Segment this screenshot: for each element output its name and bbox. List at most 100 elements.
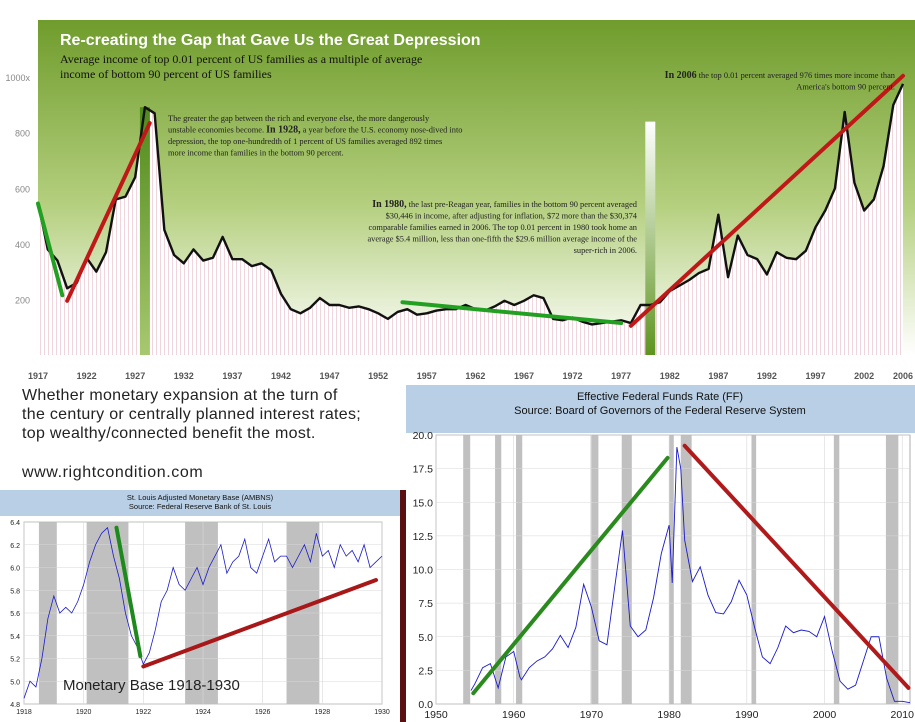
y-tick-label: 600 bbox=[15, 184, 30, 194]
chart-title: Effective Federal Funds Rate (FF) bbox=[577, 391, 743, 403]
chart-subtitle: Source: Board of Governors of the Federa… bbox=[514, 405, 806, 417]
y-tick-label: 5.0 bbox=[10, 679, 20, 686]
x-tick-label: 1922 bbox=[136, 709, 152, 716]
annotation-bold: In 1980, bbox=[372, 199, 407, 210]
y-tick-label: 12.5 bbox=[413, 531, 434, 543]
y-tick-label: 400 bbox=[15, 240, 30, 250]
x-tick-label: 1932 bbox=[174, 371, 194, 381]
y-tick-label: 7.5 bbox=[418, 598, 433, 610]
x-tick-label: 1957 bbox=[417, 371, 437, 381]
y-tick-label: 17.5 bbox=[413, 464, 434, 476]
y-tick-label: 4.8 bbox=[10, 702, 20, 709]
y-tick-label: 200 bbox=[15, 295, 30, 305]
y-tick-label: 6.4 bbox=[10, 520, 20, 527]
highlight-bar bbox=[139, 107, 150, 356]
fed-funds-rate-line bbox=[470, 447, 911, 704]
x-axis: 1917 1922 1927 1932 1937 1942 1947 1952 1957 1962… bbox=[28, 371, 913, 381]
y-tick-label: 10.0 bbox=[413, 565, 434, 577]
y-tick-label: 1000x bbox=[5, 73, 30, 83]
y-tick-label: 2.5 bbox=[418, 665, 433, 677]
annotation-1928: The greater the gap between the rich and… bbox=[168, 114, 462, 158]
y-tick-label: 5.2 bbox=[10, 657, 20, 664]
x-tick-label: 1987 bbox=[708, 371, 728, 381]
chart-subtitle: Source: Federal Reserve Bank of St. Loui… bbox=[129, 502, 271, 511]
trend-lines bbox=[36, 73, 905, 328]
y-tick-label: 6.2 bbox=[10, 543, 20, 550]
monetary-base-chart: St. Louis Adjusted Monetary Base (AMBNS)… bbox=[0, 490, 400, 722]
trend-line bbox=[471, 455, 670, 696]
x-tick-label: 1990 bbox=[735, 709, 759, 721]
website-link[interactable]: www.rightcondition.com bbox=[22, 464, 204, 481]
highlight-bar bbox=[645, 121, 656, 355]
chart-title: St. Louis Adjusted Monetary Base (AMBNS) bbox=[127, 493, 274, 502]
trend-line bbox=[628, 73, 905, 328]
trend-line bbox=[682, 443, 911, 690]
annotation-text: unstable economies become. bbox=[168, 126, 266, 135]
annotation-line: average $5.4 million, less than one-fift… bbox=[367, 235, 637, 244]
note-line: top wealthy/connected benefit the most. bbox=[22, 425, 316, 442]
y-tick-label: 5.6 bbox=[10, 611, 20, 618]
trend-line bbox=[141, 578, 379, 669]
trend-line bbox=[400, 300, 624, 326]
y-tick-label: 20.0 bbox=[413, 430, 434, 442]
x-tick-label: 1947 bbox=[320, 371, 340, 381]
annotation-bold: In 1928, bbox=[266, 125, 301, 136]
x-tick-label: 1926 bbox=[255, 709, 271, 716]
y-tick-label: 0.0 bbox=[418, 699, 433, 711]
x-tick-label: 1952 bbox=[368, 371, 388, 381]
x-tick-label: 2006 bbox=[893, 371, 913, 381]
annotation-text: the top 0.01 percent averaged 976 times … bbox=[697, 71, 896, 80]
x-tick-label: 2010 bbox=[891, 709, 915, 721]
x-tick-label: 1980 bbox=[657, 709, 681, 721]
x-tick-label: 1982 bbox=[660, 371, 680, 381]
x-tick-label: 2002 bbox=[854, 371, 874, 381]
x-tick-label: 1942 bbox=[271, 371, 291, 381]
highlight-bars bbox=[139, 107, 656, 356]
chart-title: Re-creating the Gap that Gave Us the Gre… bbox=[60, 32, 481, 49]
x-tick-label: 1917 bbox=[28, 371, 48, 381]
annotation-line: $30,446 in income, after adjusting for i… bbox=[386, 212, 638, 221]
x-tick-label: 1930 bbox=[374, 709, 390, 716]
annotation-line: The greater the gap between the rich and… bbox=[168, 114, 430, 123]
y-axis: 200 400 600 800 1000x bbox=[5, 73, 30, 305]
chart-subtitle-line2: income of bottom 90 percent of US famili… bbox=[60, 67, 272, 81]
annotation-2006: In 2006 the top 0.01 percent averaged 97… bbox=[665, 70, 896, 92]
trend-line bbox=[114, 525, 143, 659]
annotation-bold: In 2006 bbox=[665, 70, 697, 81]
area-under-curve bbox=[38, 83, 903, 355]
x-tick-label: 1977 bbox=[611, 371, 631, 381]
annotation-line: super-rich in 2006. bbox=[574, 246, 637, 255]
note-line: the century or centrally planned interes… bbox=[22, 406, 362, 423]
trend-line bbox=[65, 121, 152, 303]
chart-header bbox=[406, 385, 915, 433]
trend-line bbox=[36, 201, 65, 298]
annotation-text: the last pre-Reagan year, families in th… bbox=[407, 200, 638, 209]
annotation-text: a year before the U.S. economy nose-dive… bbox=[301, 126, 463, 135]
x-tick-label: 1918 bbox=[16, 709, 32, 716]
x-tick-label: 1928 bbox=[315, 709, 331, 716]
chart-subtitle: Average income of top 0.01 percent of US… bbox=[60, 52, 422, 66]
trend-lines bbox=[471, 443, 911, 696]
commentary-note: Whether monetary expansion at the turn o… bbox=[22, 386, 402, 443]
y-tick-label: 5.4 bbox=[10, 634, 20, 641]
y-tick-label: 6.0 bbox=[10, 566, 20, 573]
chart-header bbox=[0, 490, 400, 516]
x-tick-label: 1992 bbox=[757, 371, 777, 381]
divider bbox=[400, 490, 406, 722]
inset-label: Monetary Base 1918-1930 bbox=[63, 677, 240, 694]
x-tick-label: 1960 bbox=[502, 709, 526, 721]
annotation-line: In 1980, the last pre-Reagan year, famil… bbox=[372, 199, 638, 210]
x-tick-label: 1922 bbox=[77, 371, 97, 381]
x-tick-label: 1950 bbox=[424, 709, 448, 721]
series-line bbox=[470, 447, 911, 704]
y-tick-label: 5.0 bbox=[418, 632, 433, 644]
x-tick-label: 1997 bbox=[806, 371, 826, 381]
x-tick-label: 1937 bbox=[222, 371, 242, 381]
annotation-line: America's bottom 90 percent. bbox=[796, 83, 895, 92]
x-tick-label: 1927 bbox=[125, 371, 145, 381]
annotation-line: unstable economies become. In 1928, a ye… bbox=[168, 125, 462, 136]
x-tick-label: 1920 bbox=[76, 709, 92, 716]
x-tick-label: 2000 bbox=[813, 709, 837, 721]
annotation-1980: In 1980, the last pre-Reagan year, famil… bbox=[367, 199, 637, 255]
